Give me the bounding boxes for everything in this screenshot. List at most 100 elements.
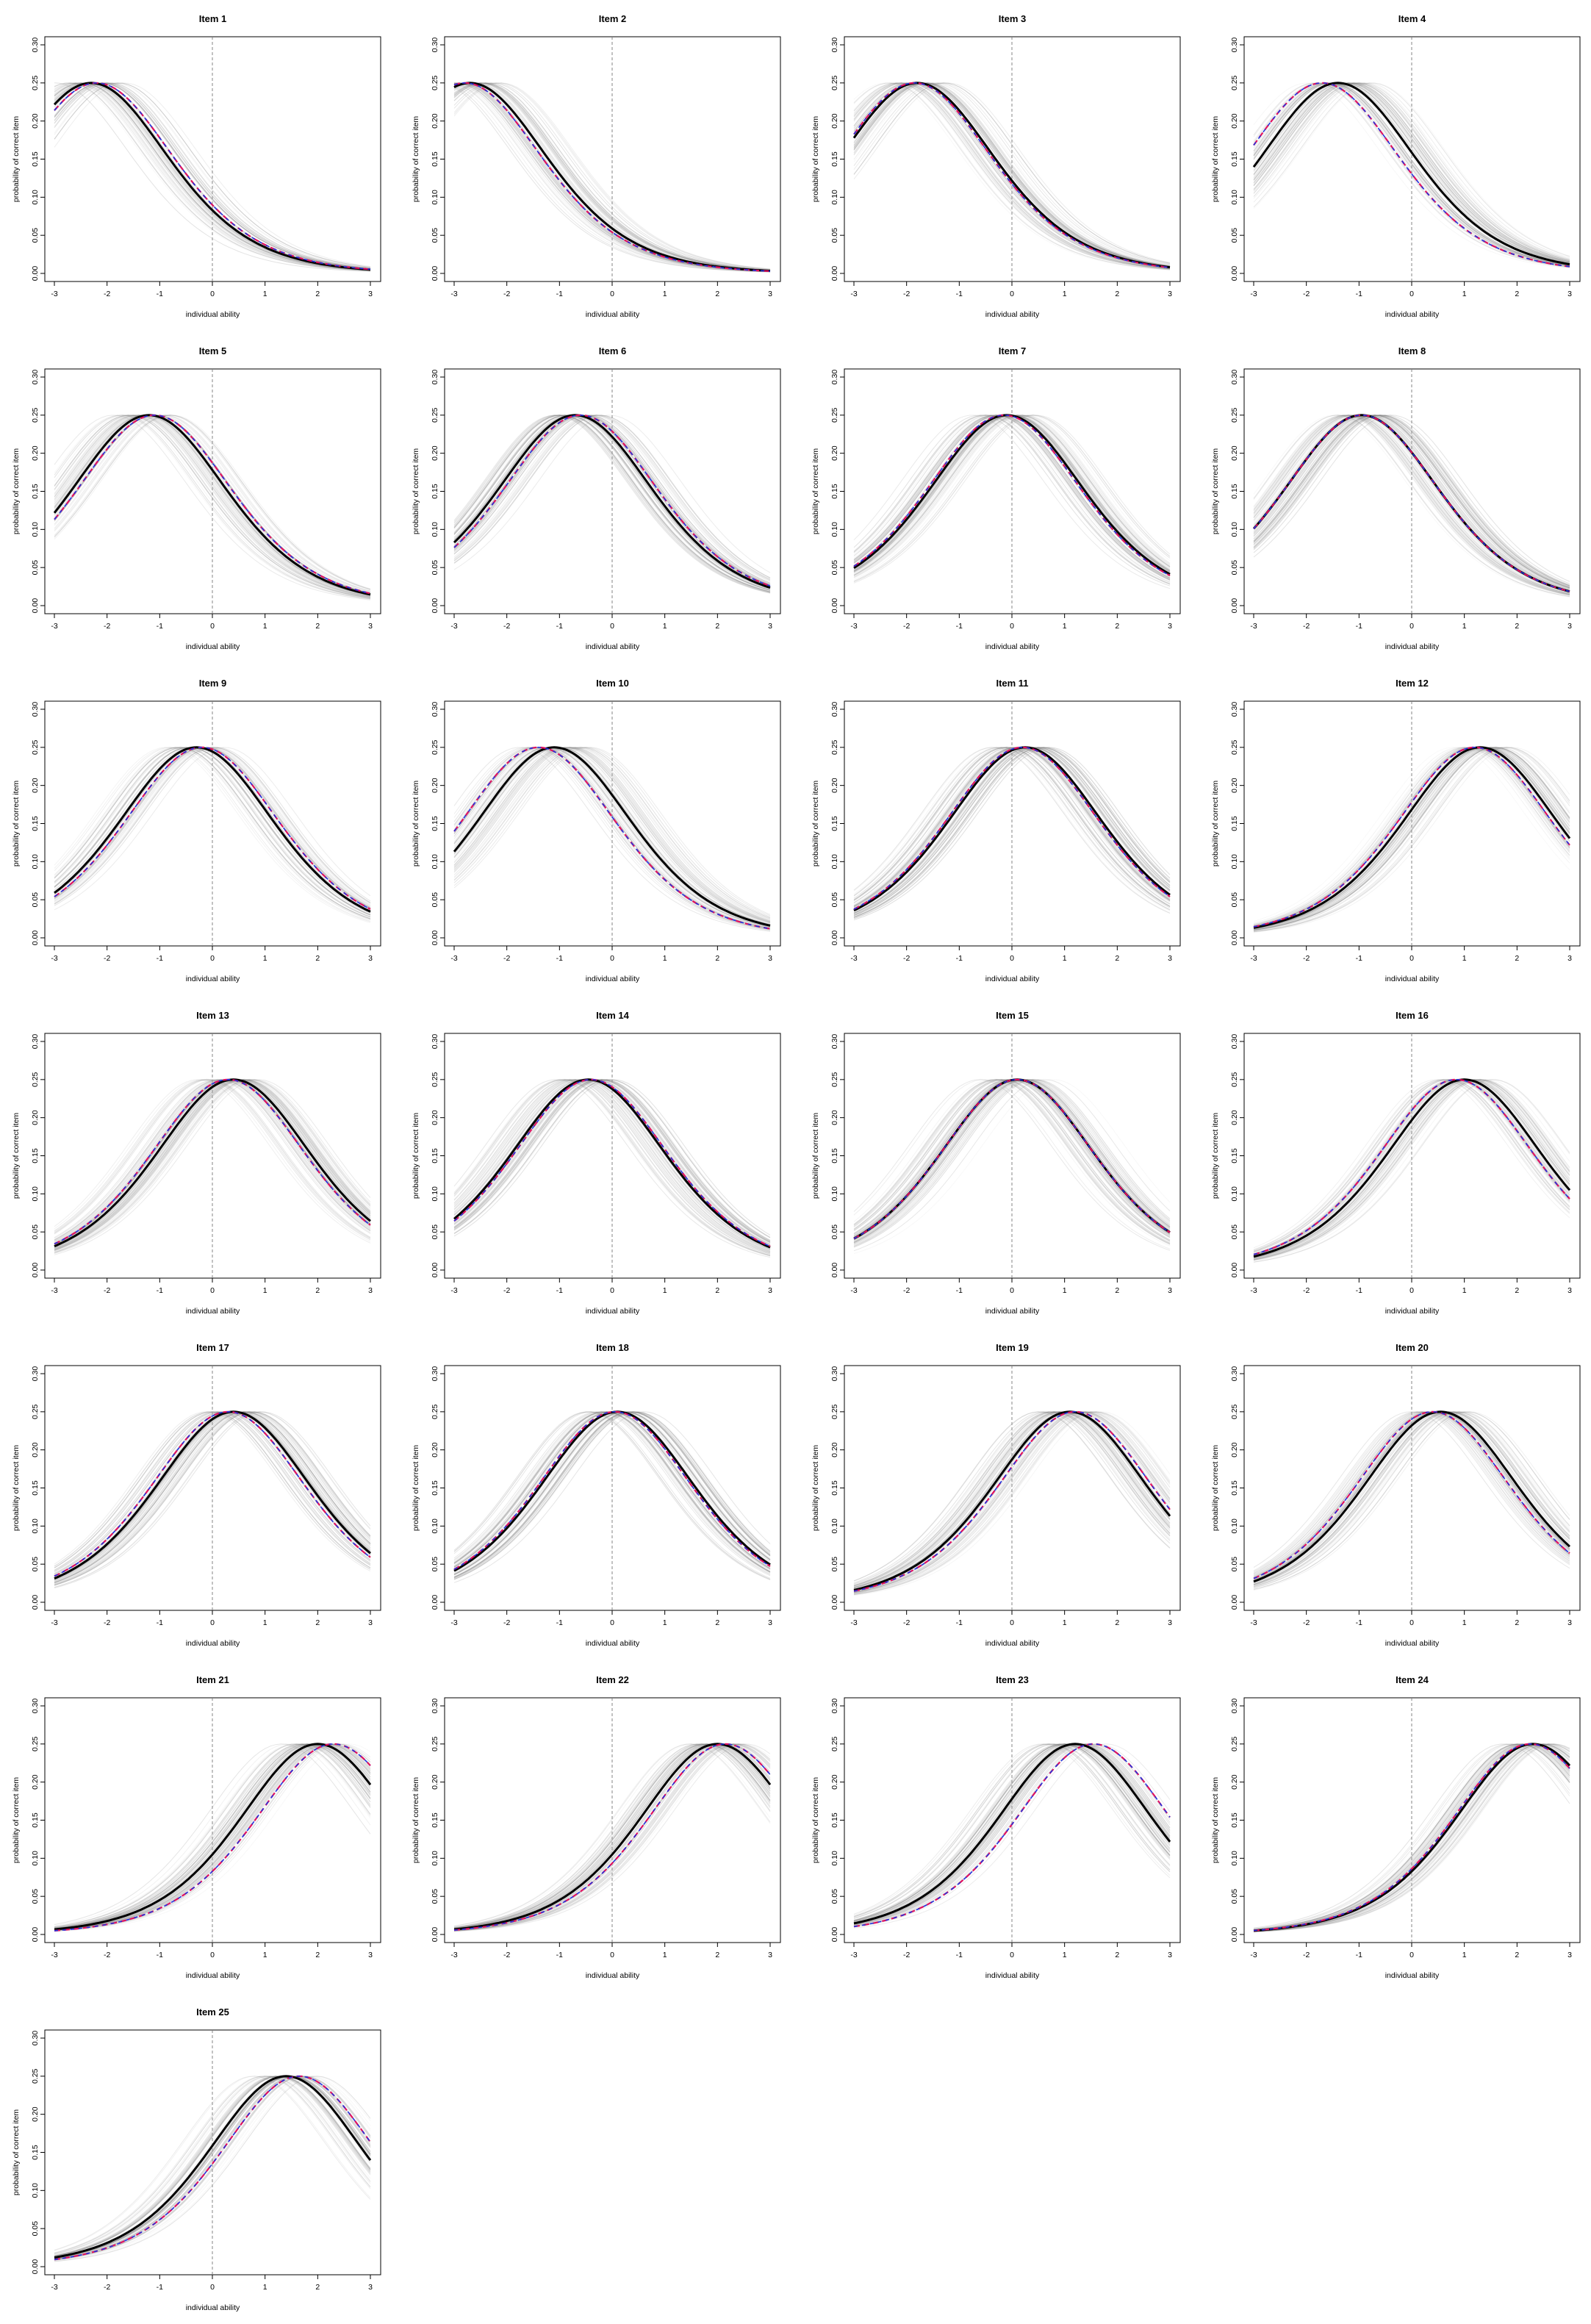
x-tick-label: 2 xyxy=(1515,622,1519,631)
posterior-draw-line xyxy=(1253,747,1570,930)
y-tick-label: 0.15 xyxy=(1230,151,1239,167)
x-tick-label: -2 xyxy=(903,622,910,631)
y-tick-label: 0.15 xyxy=(31,1812,40,1828)
posterior-draw-line xyxy=(1253,747,1570,930)
red-dashed-line xyxy=(1253,1743,1570,1932)
y-tick-label: 0.10 xyxy=(1230,1851,1239,1866)
y-tick-label: 0.15 xyxy=(31,1480,40,1496)
item-panel: Item 12 -3 -2 -1 0 1 2 3 0.00 0.05 0.10 0.15 0.20 0.2… xyxy=(1204,664,1591,995)
x-tick-label: -3 xyxy=(51,2283,57,2292)
x-tick-label: 2 xyxy=(1515,1951,1519,1959)
curve-layer xyxy=(1253,1699,1571,1942)
x-axis-label: individual ability xyxy=(586,975,640,983)
chart-title: Item 6 xyxy=(599,345,627,356)
item-chart: Item 10 -3 -2 -1 0 1 2 3 0.00 0.05 0.10 0.15 0.20 0.2… xyxy=(412,678,781,983)
chart-title: Item 18 xyxy=(596,1342,629,1353)
y-tick-label: 0.20 xyxy=(1230,1774,1239,1790)
posterior-draw-line xyxy=(853,1743,1171,1920)
y-tick-label: 0.15 xyxy=(31,2145,40,2160)
x-tick-label: 1 xyxy=(1462,1286,1467,1295)
chart-title: Item 4 xyxy=(1398,13,1426,24)
item-panel: Item 8 -3 -2 -1 0 1 2 3 0.00 0.05 0.10 0.15 0.20 0.25… xyxy=(1204,332,1591,663)
posterior-draw-line xyxy=(54,415,371,592)
y-tick-label: 0.30 xyxy=(31,37,40,53)
posterior-draw-line xyxy=(853,415,1171,581)
y-tick-label: 0.30 xyxy=(830,370,839,385)
x-axis-label: individual ability xyxy=(1385,1639,1440,1648)
blue-dashed-line xyxy=(453,746,771,930)
x-tick-label: 2 xyxy=(1115,622,1119,631)
posterior-draw-line xyxy=(54,2076,371,2255)
x-tick-label: 3 xyxy=(1567,1951,1572,1959)
posterior-draw-line xyxy=(54,1079,371,1245)
posterior-draw-line xyxy=(1253,82,1570,266)
x-axis-label: individual ability xyxy=(586,642,640,651)
curve-layer xyxy=(53,370,371,613)
posterior-draw-line xyxy=(1253,415,1570,588)
curve-layer xyxy=(853,370,1171,613)
posterior-draw-line xyxy=(853,1079,1171,1244)
blue-dashed-line xyxy=(453,414,771,587)
y-tick-label: 0.30 xyxy=(431,37,439,53)
posterior-draw-line xyxy=(853,1411,1171,1588)
y-tick-label: 0.25 xyxy=(830,739,839,755)
posterior-draw-line xyxy=(54,82,371,271)
x-tick-label: 3 xyxy=(1168,1618,1172,1627)
posterior-draw-line xyxy=(1253,747,1570,927)
posterior-draw-line xyxy=(54,2076,371,2256)
posterior-draw-line xyxy=(453,415,771,581)
posterior-draw-line xyxy=(1253,82,1570,262)
x-tick-label: 0 xyxy=(1409,622,1414,631)
y-tick-label: 0.15 xyxy=(431,1812,439,1828)
posterior-draw-line xyxy=(1253,415,1570,587)
y-tick-label: 0.30 xyxy=(431,1366,439,1382)
posterior-draw-line xyxy=(853,1743,1171,1915)
y-axis-label: probability of correct item xyxy=(811,116,820,203)
x-tick-label: 2 xyxy=(315,1286,320,1295)
posterior-draw-line xyxy=(853,1743,1171,1929)
x-tick-label: 0 xyxy=(610,290,614,298)
posterior-draw-line xyxy=(853,82,1171,269)
y-tick-label: 0.05 xyxy=(31,560,40,575)
posterior-draw-line xyxy=(453,747,771,925)
posterior-draw-line xyxy=(453,1411,771,1579)
y-tick-label: 0.30 xyxy=(431,1699,439,1714)
y-axis-label: probability of correct item xyxy=(1211,448,1220,535)
posterior-draw-line xyxy=(453,82,771,271)
red-dashed-line xyxy=(54,2075,371,2261)
item-panel: Item 19 -3 -2 -1 0 1 2 3 0.00 0.05 0.10 0.15 0.20 0.2… xyxy=(804,1329,1201,1660)
posterior-draw-line xyxy=(1253,82,1570,262)
posterior-draw-line xyxy=(853,1743,1171,1923)
posterior-draw-line xyxy=(1253,747,1570,929)
x-tick-label: 2 xyxy=(715,954,719,963)
y-tick-label: 0.15 xyxy=(431,151,439,167)
posterior-draw-line xyxy=(853,1411,1171,1587)
posterior-draw-line xyxy=(853,415,1171,580)
y-tick-label: 0.05 xyxy=(31,892,40,908)
posterior-draw-line xyxy=(453,747,771,929)
y-axis-label: probability of correct item xyxy=(412,1113,420,1199)
posterior-draw-line xyxy=(1253,747,1570,930)
posterior-draw-line xyxy=(453,415,771,591)
posterior-draw-line xyxy=(853,82,1171,269)
item-panel: Item 21 -3 -2 -1 0 1 2 3 0.00 0.05 0.10 0.15 0.20 0.2… xyxy=(4,1661,401,1992)
posterior-draw-line xyxy=(453,1079,771,1256)
x-tick-label: 0 xyxy=(1010,1951,1014,1959)
y-tick-label: 0.10 xyxy=(31,1518,40,1534)
posterior-draw-line xyxy=(1253,747,1570,930)
item-chart: Item 13 -3 -2 -1 0 1 2 3 0.00 0.05 0.10 0.15 0.20 0.2… xyxy=(12,1010,381,1316)
y-tick-label: 0.10 xyxy=(431,854,439,869)
y-tick-label: 0.05 xyxy=(830,892,839,908)
curve-layer xyxy=(1252,370,1570,613)
x-tick-label: -1 xyxy=(157,1618,163,1627)
x-axis-label: individual ability xyxy=(586,1971,640,1980)
posterior-draw-line xyxy=(853,1743,1171,1926)
posterior-draw-line xyxy=(54,1079,371,1248)
estimate-line xyxy=(453,1078,771,1249)
x-axis-label: individual ability xyxy=(1385,642,1440,651)
x-tick-label: 3 xyxy=(1168,1951,1172,1959)
posterior-draw-line xyxy=(54,415,371,589)
posterior-draw-line xyxy=(1253,82,1570,266)
y-tick-label: 0.25 xyxy=(1230,1736,1239,1751)
posterior-draw-line xyxy=(853,82,1171,267)
